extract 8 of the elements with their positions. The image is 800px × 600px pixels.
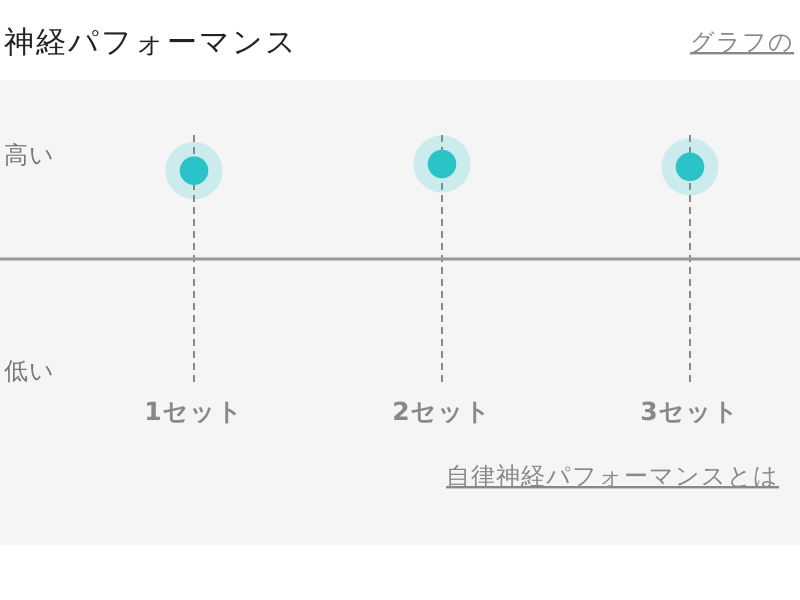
- x-tick-label: 2セット: [392, 397, 492, 426]
- annotation: 高い: [4, 141, 55, 169]
- chart-title: 神経パフォーマンス: [4, 25, 298, 60]
- x-tick-label: 1セット: [144, 397, 244, 426]
- text: 低い: [4, 357, 55, 385]
- x-tick-label: 3セット: [640, 397, 740, 426]
- text: 自律神経パフォーマンスとは: [446, 462, 779, 490]
- text: グラフの: [690, 28, 794, 56]
